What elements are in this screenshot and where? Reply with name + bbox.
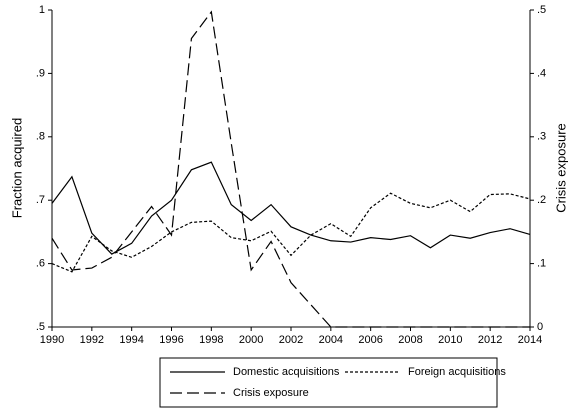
x-tick-label: 2004 bbox=[319, 334, 343, 346]
line-series bbox=[51, 192, 531, 273]
y-tick-label: .9 bbox=[36, 67, 45, 79]
y-tick-label: 1 bbox=[39, 4, 45, 16]
y-tick-label: .5 bbox=[36, 321, 45, 333]
x-tick-label: 1998 bbox=[199, 334, 223, 346]
y2-tick-label: 0 bbox=[537, 321, 543, 333]
x-tick-label: 1990 bbox=[40, 334, 64, 346]
y2-tick-label: .1 bbox=[537, 258, 546, 270]
x-tick-label: 2000 bbox=[239, 334, 263, 346]
y2-tick-label: .3 bbox=[537, 131, 546, 143]
legend-box bbox=[159, 357, 498, 408]
legend-label: Domestic acquisitions bbox=[233, 366, 340, 378]
line-series bbox=[51, 10, 530, 328]
x-tick-label: 1996 bbox=[159, 334, 183, 346]
legend-label: Crisis exposure bbox=[233, 387, 309, 399]
x-tick-label: 2008 bbox=[398, 334, 422, 346]
x-tick-label: 2012 bbox=[478, 334, 502, 346]
x-tick-label: 2014 bbox=[518, 334, 542, 346]
x-tick-label: 1994 bbox=[119, 334, 143, 346]
legend-label: Foreign acquisitions bbox=[408, 366, 506, 378]
y2-tick-label: .2 bbox=[537, 194, 546, 206]
y-tick-label: .7 bbox=[36, 194, 45, 206]
x-tick-label: 2002 bbox=[279, 334, 303, 346]
y2-axis-title: Crisis exposure bbox=[553, 123, 568, 213]
x-tick-label: 2006 bbox=[358, 334, 382, 346]
y-tick-label: .6 bbox=[36, 258, 45, 270]
y-axis-title: Fraction acquired bbox=[9, 118, 24, 218]
x-tick-label: 1992 bbox=[80, 334, 104, 346]
y-tick-label: .8 bbox=[36, 131, 45, 143]
y2-tick-label: .5 bbox=[537, 4, 546, 16]
line-series bbox=[51, 161, 531, 255]
y2-tick-label: .4 bbox=[537, 67, 546, 79]
x-tick-label: 2010 bbox=[438, 334, 462, 346]
